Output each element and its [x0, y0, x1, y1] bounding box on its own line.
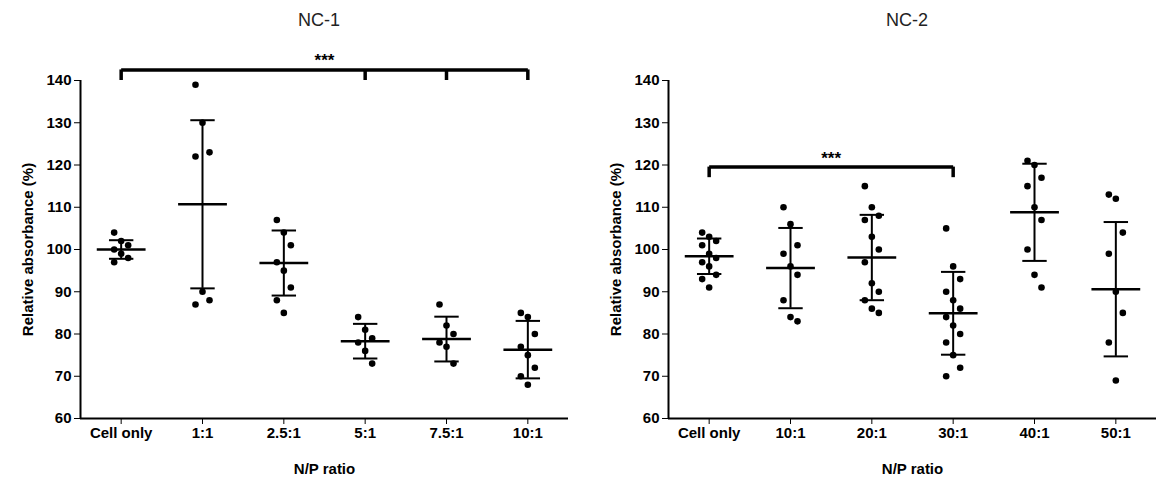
- svg-text:5:1: 5:1: [354, 424, 376, 441]
- svg-text:130: 130: [634, 114, 659, 131]
- svg-text:80: 80: [643, 325, 660, 342]
- svg-text:7.5:1: 7.5:1: [429, 424, 463, 441]
- svg-text:60: 60: [643, 409, 660, 426]
- svg-text:70: 70: [55, 367, 72, 384]
- svg-text:N/P ratio: N/P ratio: [882, 460, 943, 477]
- svg-text:120: 120: [634, 156, 659, 173]
- svg-text:Relative absorbance (%): Relative absorbance (%): [19, 163, 36, 336]
- svg-text:90: 90: [55, 283, 72, 300]
- svg-text:120: 120: [46, 156, 71, 173]
- svg-text:Cell only: Cell only: [90, 424, 153, 441]
- svg-text:2.5:1: 2.5:1: [267, 424, 301, 441]
- svg-text:50:1: 50:1: [1101, 424, 1131, 441]
- svg-text:40:1: 40:1: [1019, 424, 1049, 441]
- svg-text:Relative absorbance (%): Relative absorbance (%): [607, 163, 624, 336]
- svg-text:80: 80: [55, 325, 72, 342]
- svg-text:N/P ratio: N/P ratio: [294, 460, 355, 477]
- svg-text:1:1: 1:1: [192, 424, 214, 441]
- svg-text:20:1: 20:1: [857, 424, 887, 441]
- svg-text:30:1: 30:1: [938, 424, 968, 441]
- svg-text:Cell only: Cell only: [678, 424, 741, 441]
- svg-text:140: 140: [634, 71, 659, 88]
- svg-text:100: 100: [46, 240, 71, 257]
- svg-text:***: ***: [821, 149, 841, 168]
- svg-text:110: 110: [635, 198, 659, 215]
- svg-text:140: 140: [46, 71, 71, 88]
- svg-text:110: 110: [47, 198, 71, 215]
- html-text:NC-1: NC-1: [298, 10, 340, 30]
- svg-text:90: 90: [643, 283, 660, 300]
- svg-text:130: 130: [46, 114, 71, 131]
- svg-text:60: 60: [55, 409, 72, 426]
- svg-text:10:1: 10:1: [775, 424, 805, 441]
- svg-text:70: 70: [643, 367, 660, 384]
- svg-text:10:1: 10:1: [513, 424, 543, 441]
- svg-text:***: ***: [315, 51, 335, 70]
- svg-text:100: 100: [634, 240, 659, 257]
- html-text:NC-2: NC-2: [886, 10, 928, 30]
